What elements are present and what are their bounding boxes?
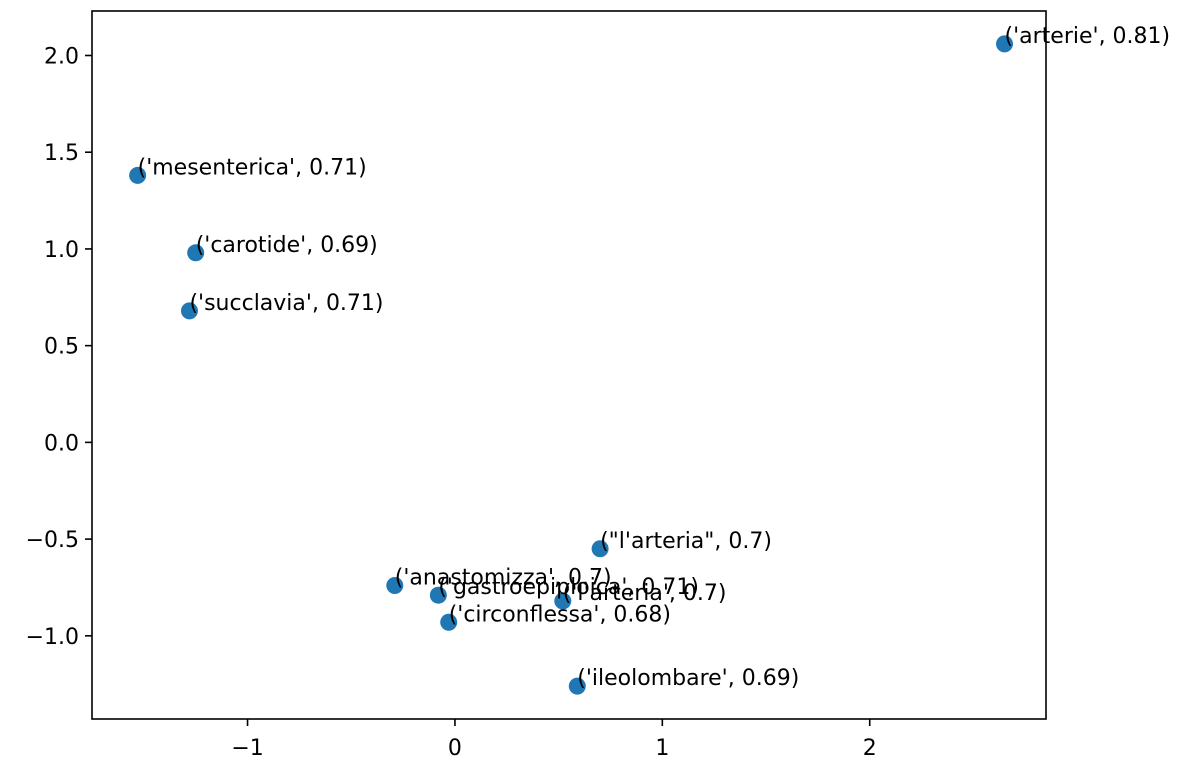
y-tick-label: 2.0 <box>44 44 79 69</box>
point-label: ('carotide', 0.69) <box>196 233 378 258</box>
x-tick-label: 2 <box>863 736 877 761</box>
x-axis: −1 0 1 2 <box>231 719 877 761</box>
point-label: ('succlavia', 0.71) <box>189 291 383 316</box>
plot-area <box>91 10 1047 720</box>
y-tick-label: 1.5 <box>44 141 79 166</box>
y-tick-label: 0.5 <box>44 335 79 360</box>
data-point <box>129 166 147 184</box>
data-point <box>429 586 447 604</box>
point-labels: ('arterie', 0.81) ('mesenterica', 0.71) ('… <box>138 24 1171 691</box>
point-label: ("l'arteria", 0.7) <box>600 529 772 554</box>
data-points <box>129 35 1014 695</box>
point-label: ('ileolombare', 0.69) <box>577 666 799 691</box>
y-tick-label: −1.0 <box>26 625 79 650</box>
data-point <box>996 35 1014 53</box>
data-point <box>591 540 609 558</box>
point-label: ('arterie', 0.81) <box>1005 24 1171 49</box>
data-point <box>187 244 205 262</box>
point-label: ('anastomizza', 0.7) <box>395 566 612 591</box>
y-tick-label: −0.5 <box>26 528 79 553</box>
point-label: ('mesenterica', 0.71) <box>138 155 367 180</box>
data-point <box>440 613 458 631</box>
y-tick-label: 1.0 <box>44 238 79 263</box>
x-tick-label: 1 <box>655 736 669 761</box>
x-tick-label: −1 <box>231 736 263 761</box>
data-point <box>386 577 404 595</box>
x-tick-label: 0 <box>448 736 462 761</box>
point-label: ('gastroepiploica', 0.71) <box>438 575 699 600</box>
data-point <box>568 677 586 695</box>
data-point <box>180 302 198 320</box>
y-axis: −1.0 −0.5 0.0 0.5 1.0 1.5 2.0 <box>26 44 92 650</box>
point-label: ('l'arteria', 0.7) <box>563 581 727 606</box>
data-point <box>554 592 572 610</box>
y-tick-label: 0.0 <box>44 431 79 456</box>
point-label: ('circonflessa', 0.68) <box>449 602 671 627</box>
